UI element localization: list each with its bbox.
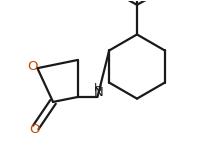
Text: N: N — [94, 86, 103, 99]
Text: O: O — [29, 123, 39, 136]
Text: H: H — [94, 83, 102, 93]
Text: O: O — [27, 60, 38, 73]
